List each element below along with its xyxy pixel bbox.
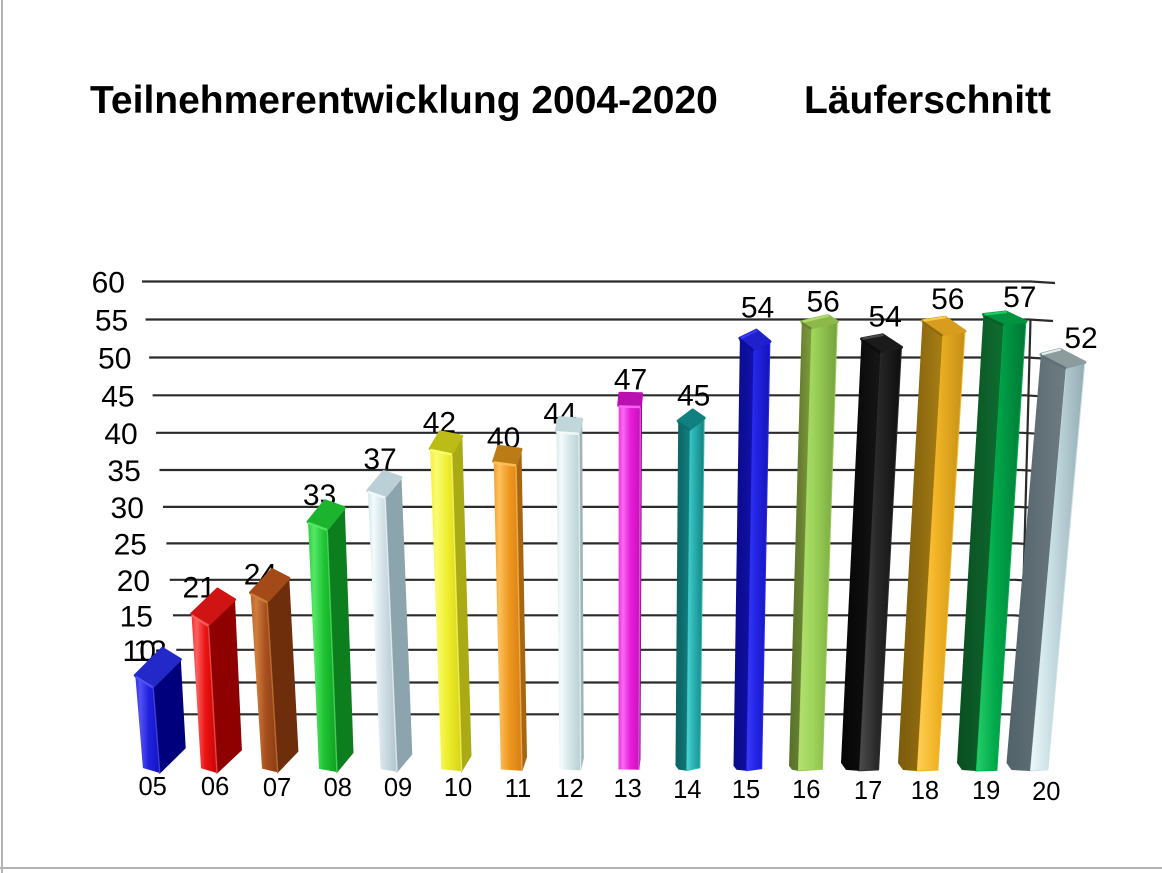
- svg-text:57: 57: [1003, 281, 1036, 314]
- svg-text:05: 05: [139, 773, 167, 801]
- svg-text:45: 45: [101, 380, 134, 413]
- svg-text:17: 17: [854, 777, 882, 805]
- svg-text:37: 37: [363, 443, 396, 476]
- svg-text:06: 06: [201, 773, 229, 801]
- svg-text:52: 52: [1064, 322, 1097, 355]
- svg-text:11: 11: [505, 775, 531, 803]
- svg-text:45: 45: [677, 379, 710, 412]
- svg-text:13: 13: [614, 775, 642, 803]
- svg-text:40: 40: [104, 418, 137, 451]
- svg-text:25: 25: [114, 528, 147, 561]
- svg-text:30: 30: [111, 492, 144, 525]
- svg-text:50: 50: [98, 343, 131, 376]
- svg-text:16: 16: [792, 776, 820, 804]
- svg-text:08: 08: [324, 774, 352, 802]
- svg-text:56: 56: [807, 285, 840, 318]
- svg-text:60: 60: [92, 267, 125, 300]
- svg-text:20: 20: [117, 565, 150, 598]
- svg-text:07: 07: [263, 774, 291, 802]
- svg-text:54: 54: [869, 301, 902, 334]
- svg-text:12: 12: [555, 775, 583, 803]
- svg-text:54: 54: [741, 292, 774, 325]
- svg-text:18: 18: [911, 777, 939, 805]
- svg-text:47: 47: [614, 364, 647, 397]
- svg-text:14: 14: [673, 776, 701, 804]
- svg-text:09: 09: [384, 774, 412, 802]
- svg-text:Teilnehmerentwicklung 2004-202: Teilnehmerentwicklung 2004-2020: [90, 79, 718, 122]
- svg-text:15: 15: [120, 600, 153, 633]
- svg-text:19: 19: [972, 777, 1000, 805]
- svg-text:55: 55: [95, 305, 128, 338]
- svg-text:20: 20: [1032, 778, 1060, 806]
- svg-text:56: 56: [931, 283, 964, 316]
- svg-text:35: 35: [107, 455, 140, 488]
- svg-text:Läuferschnitt: Läuferschnitt: [804, 79, 1051, 122]
- svg-text:15: 15: [732, 776, 760, 804]
- svg-text:10: 10: [444, 774, 472, 802]
